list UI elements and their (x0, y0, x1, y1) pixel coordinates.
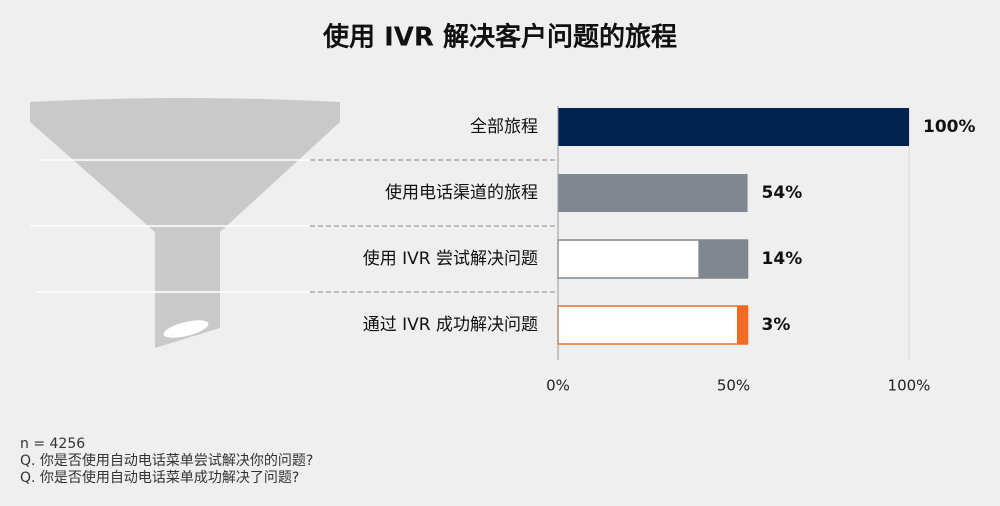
bar (737, 306, 748, 344)
footnote: n = 4256 (20, 436, 85, 452)
value-label: 14% (762, 249, 803, 269)
chart-title: 使用 IVR 解决客户问题的旅程 (322, 22, 677, 53)
value-label: 54% (762, 183, 803, 203)
footnote: Q. 你是否使用自动电话菜单成功解决了问题? (20, 469, 299, 486)
category-label: 使用电话渠道的旅程 (385, 182, 538, 203)
x-tick-label: 100% (888, 377, 931, 395)
category-label: 全部旅程 (470, 117, 538, 137)
bar (698, 240, 748, 278)
x-tick-label: 50% (717, 377, 750, 395)
value-label: 100% (923, 117, 976, 137)
funnel-icon (30, 98, 340, 348)
bar (558, 174, 748, 212)
bar (558, 108, 909, 146)
value-label: 3% (762, 315, 791, 335)
category-label: 通过 IVR 成功解决问题 (363, 315, 538, 335)
footnote: Q. 你是否使用自动电话菜单尝试解决你的问题? (20, 452, 313, 469)
x-tick-label: 0% (546, 377, 570, 395)
parent-outline (557, 305, 749, 345)
separators (30, 159, 558, 293)
category-label: 使用 IVR 尝试解决问题 (363, 248, 538, 269)
funnel-opening (163, 320, 209, 338)
